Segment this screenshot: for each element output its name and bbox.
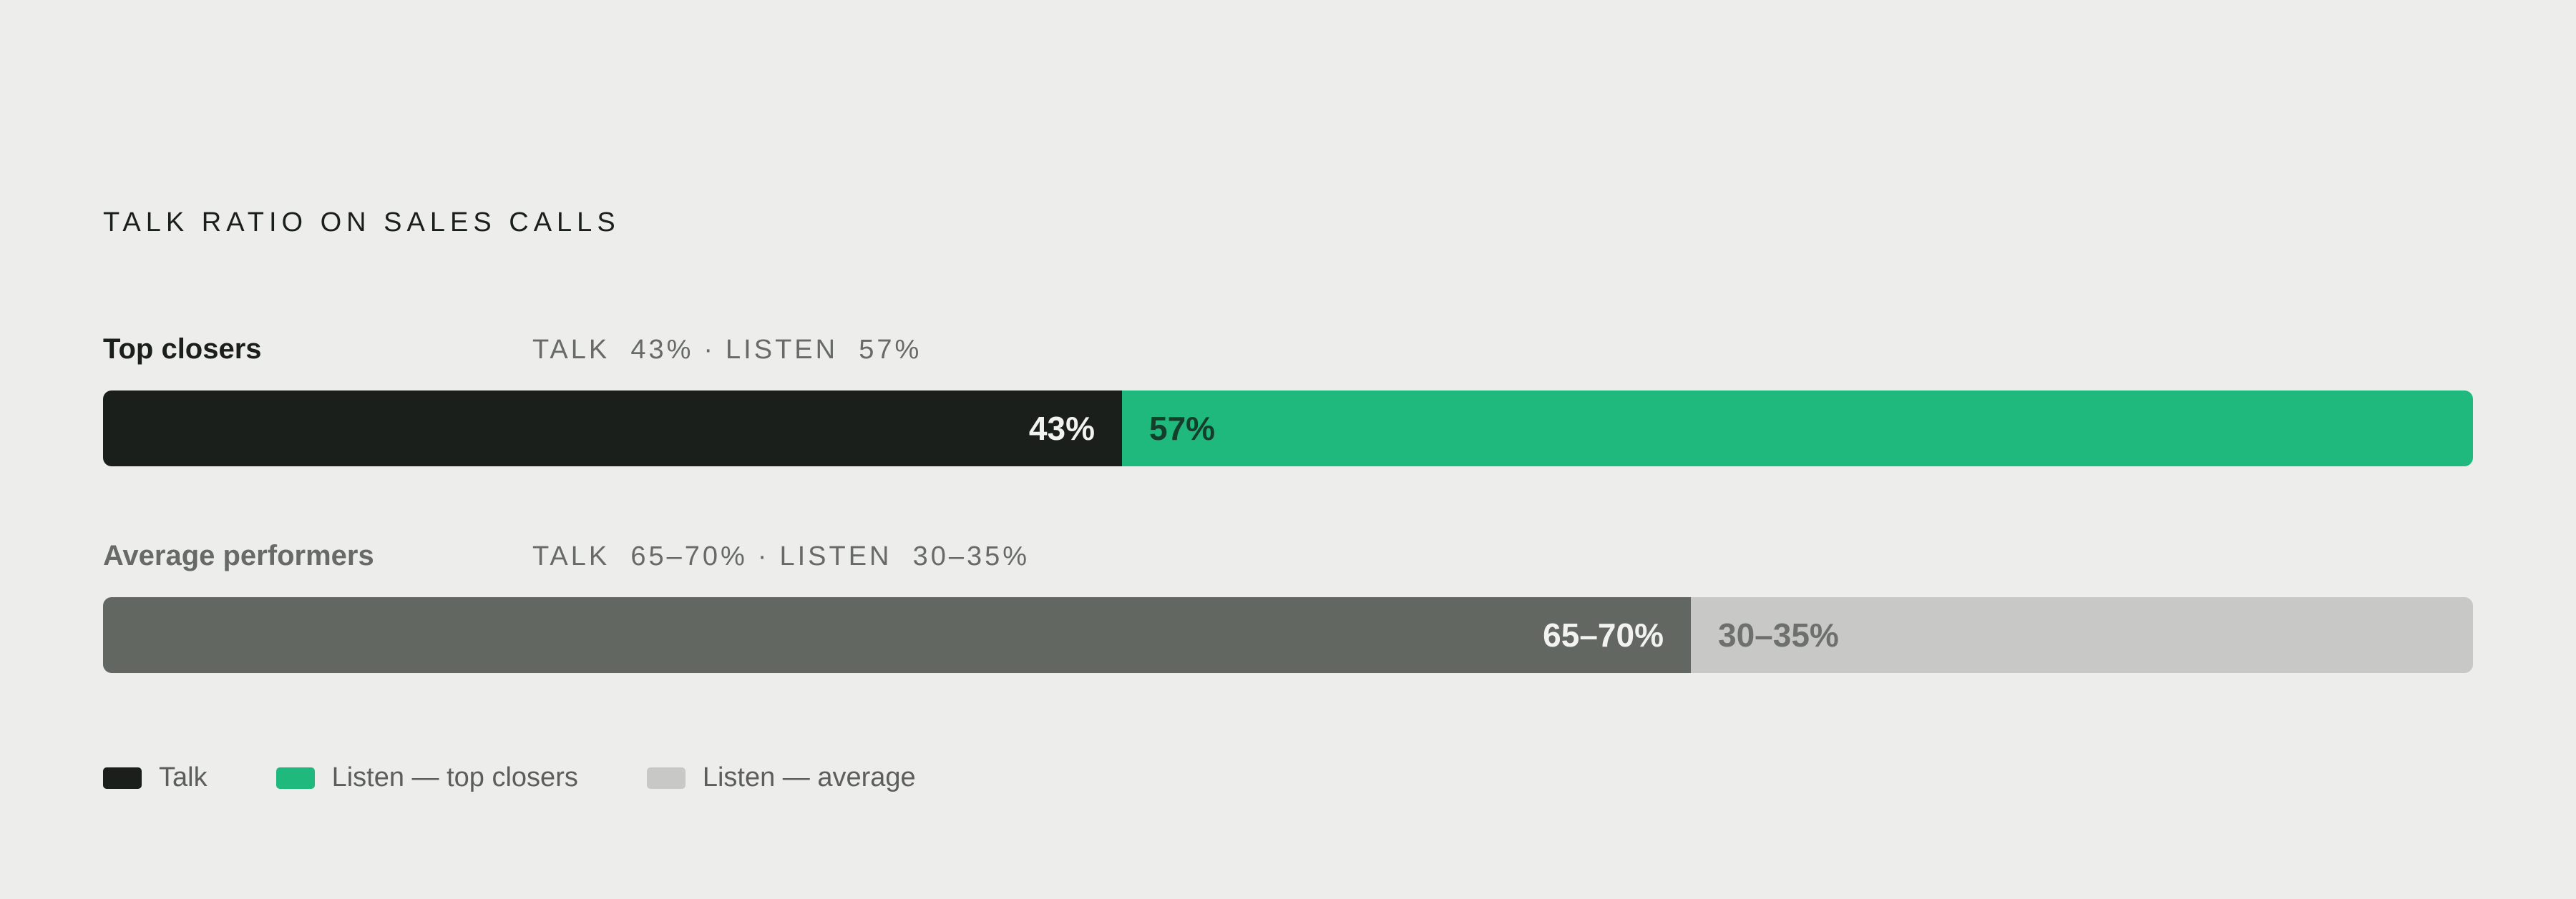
meta-listen: LISTEN 57% — [726, 335, 922, 365]
legend-item-listen-average: Listen — average — [646, 762, 916, 793]
stacked-bar-top-closers: 43% 57% — [103, 390, 2473, 466]
chart-title: TALK RATIO ON SALES CALLS — [103, 207, 620, 237]
bar-value-label: 57% — [1149, 410, 1216, 447]
bar-value-label: 65–70% — [1543, 616, 1664, 654]
row-average-performers: Average performers TALK 65–70% · LISTEN 30… — [103, 537, 2473, 673]
bar-segment-listen: 57% — [1122, 390, 2473, 466]
row-label: Top closers — [103, 333, 262, 365]
bar-value-label: 43% — [1028, 410, 1095, 447]
row-label: Average performers — [103, 540, 374, 571]
legend-label: Talk — [159, 762, 208, 792]
legend: Talk Listen — top closers Listen — avera… — [103, 762, 985, 793]
row-header: Average performers TALK 65–70% · LISTEN 30… — [103, 537, 2473, 580]
legend-label: Listen — top closers — [331, 762, 578, 792]
row-meta: TALK 65–70% · LISTEN 30–35% — [532, 541, 1030, 572]
bar-segment-talk: 43% — [103, 390, 1122, 466]
row-top-closers: Top closers TALK 43% · LISTEN 57% 43% 57% — [103, 330, 2473, 466]
bar-value-label: 30–35% — [1718, 616, 1839, 654]
meta-listen: LISTEN 30–35% — [779, 541, 1030, 571]
legend-swatch — [275, 767, 315, 789]
meta-separator: · — [703, 335, 716, 365]
meta-talk: TALK 65–70% — [532, 541, 748, 571]
legend-label: Listen — average — [702, 762, 916, 792]
legend-swatch — [103, 767, 142, 789]
bar-segment-talk: 65–70% — [103, 597, 1691, 673]
bar-segment-listen: 30–35% — [1691, 597, 2473, 673]
meta-separator: · — [757, 541, 770, 571]
legend-item-talk: Talk — [103, 762, 208, 793]
legend-item-listen-top: Listen — top closers — [275, 762, 578, 793]
legend-swatch — [646, 767, 686, 789]
row-meta: TALK 43% · LISTEN 57% — [532, 335, 922, 365]
row-header: Top closers TALK 43% · LISTEN 57% — [103, 330, 2473, 373]
meta-talk: TALK 43% — [532, 335, 694, 365]
stacked-bar-average-performers: 65–70% 30–35% — [103, 597, 2473, 673]
